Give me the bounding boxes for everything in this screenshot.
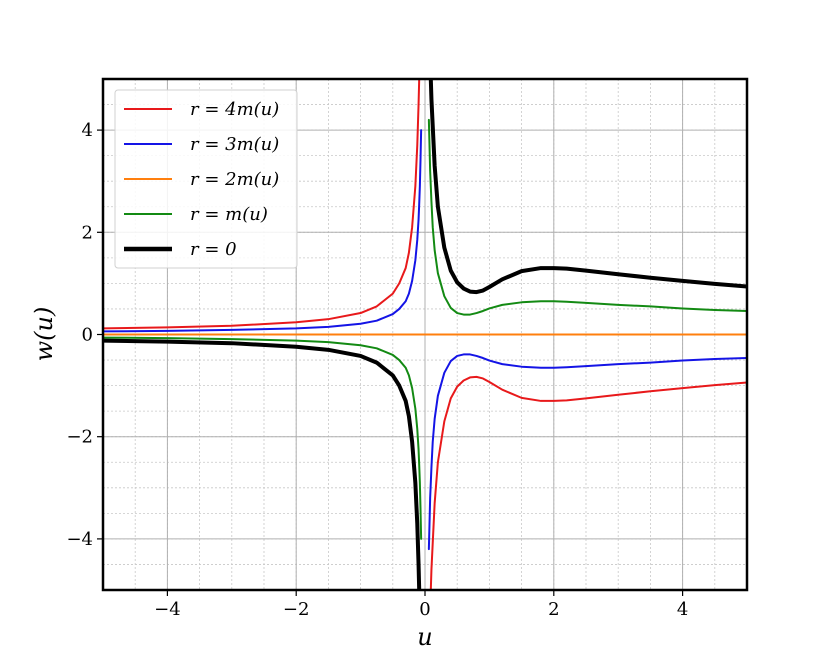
series-line bbox=[103, 338, 422, 590]
series-layer bbox=[103, 79, 747, 590]
series-line bbox=[427, 353, 747, 551]
y-tick-label: −4 bbox=[66, 529, 93, 550]
series-line bbox=[427, 118, 747, 316]
series-line bbox=[103, 336, 423, 540]
y-tick-label: 4 bbox=[82, 120, 93, 141]
series-line bbox=[103, 79, 421, 330]
y-axis-label: w(u) bbox=[30, 307, 58, 362]
y-tick-label: 0 bbox=[82, 325, 93, 346]
legend: r = 4m(u) r = 3m(u) r = 2m(u) r = m(u) r = 0 bbox=[114, 89, 298, 269]
x-tick-label: 2 bbox=[548, 599, 559, 620]
legend-label: r = 2m(u) bbox=[190, 169, 279, 190]
legend-box bbox=[114, 89, 298, 269]
series-line bbox=[429, 375, 747, 590]
y-tick-label: −2 bbox=[66, 427, 93, 448]
series-line bbox=[428, 79, 747, 295]
x-axis-label: u bbox=[417, 623, 432, 651]
x-tick-label: 0 bbox=[419, 599, 430, 620]
tick-layer: −4 −2 0 2 4 −4 −2 0 2 4 bbox=[66, 120, 688, 620]
x-tick-label: 4 bbox=[677, 599, 688, 620]
y-tick-label: 2 bbox=[82, 222, 93, 243]
x-tick-label: −4 bbox=[154, 599, 181, 620]
series-line bbox=[103, 129, 423, 333]
legend-label: r = 4m(u) bbox=[190, 99, 279, 120]
x-tick-label: −2 bbox=[283, 599, 310, 620]
legend-label: r = 3m(u) bbox=[190, 134, 279, 155]
legend-label: r = 0 bbox=[190, 239, 237, 260]
legend-label: r = m(u) bbox=[190, 204, 268, 225]
